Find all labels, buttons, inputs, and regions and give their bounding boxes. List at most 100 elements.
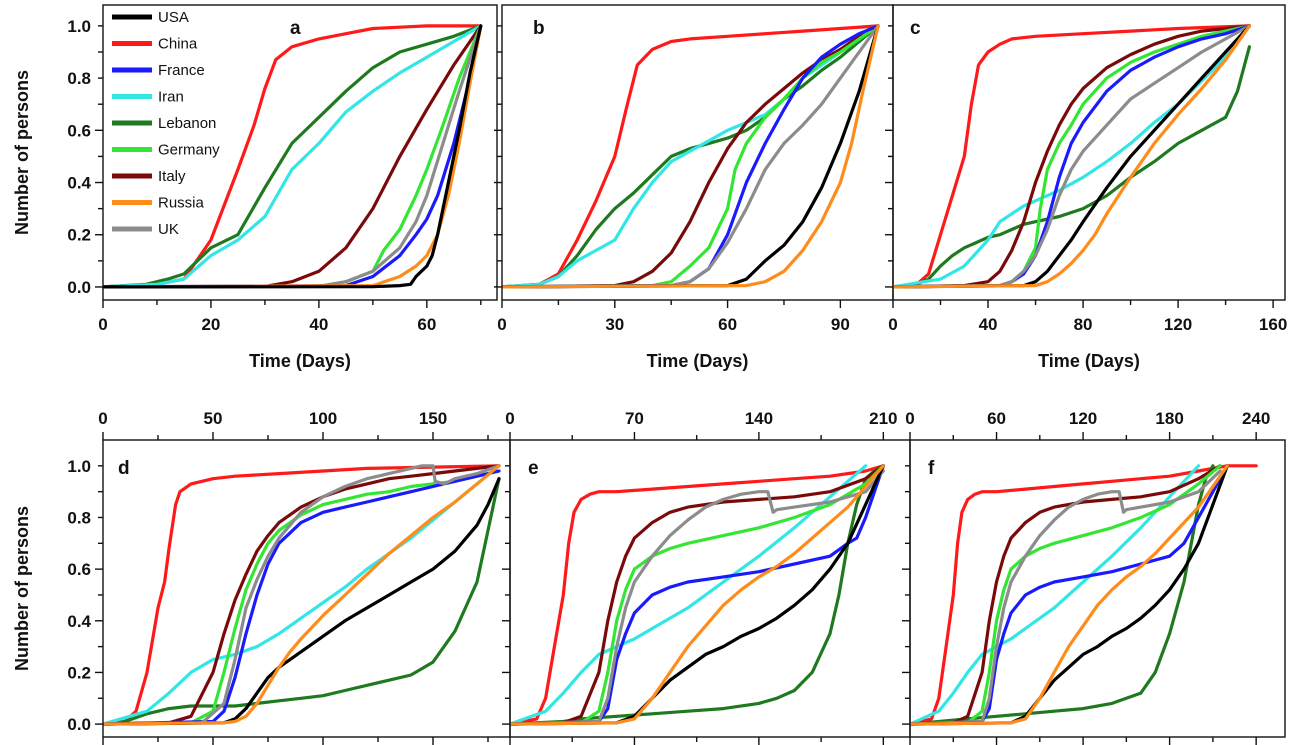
legend-label-italy: Italy xyxy=(158,168,186,185)
series-line-usa xyxy=(502,24,880,289)
legend: USA China France Iran Lebanon Germany Italy Rus… xyxy=(112,9,220,238)
panel-b: 0 30 60 90 Time (Days) b xyxy=(494,4,894,371)
x-tick-label: 60 xyxy=(987,409,1006,428)
series-line-russia xyxy=(910,464,1229,726)
panel-e: 0 70 140 210 e xyxy=(502,409,911,745)
series-line-germany xyxy=(103,469,501,726)
panel-letter: e xyxy=(528,458,539,479)
y-axis-title: Number of persons xyxy=(12,506,32,671)
x-tick-label: 210 xyxy=(869,409,897,428)
series-line-uk xyxy=(103,464,501,726)
series-line-uk xyxy=(910,469,1222,726)
series-line-lebanon xyxy=(910,464,1215,726)
series-line-iran xyxy=(910,464,1201,726)
y-tick-label: 0.4 xyxy=(67,612,91,631)
series-line-china xyxy=(910,464,1258,726)
series-line-lebanon xyxy=(103,24,483,289)
x-tick-label: 60 xyxy=(417,315,436,334)
x-tick-label: 150 xyxy=(419,409,447,428)
series-line-france xyxy=(893,24,1252,289)
series-line-russia xyxy=(893,24,1252,289)
series-line-russia xyxy=(502,24,880,289)
series-line-italy xyxy=(502,24,880,289)
series-line-china xyxy=(893,24,1252,289)
panel-d: 0 50 100 150 0.0 0.2 0.4 0.6 0.8 1.0 Number of per… xyxy=(12,409,511,745)
series-line-iran xyxy=(103,464,501,726)
x-tick-label: 120 xyxy=(1164,315,1192,334)
series-line-germany xyxy=(893,24,1252,289)
x-tick-label: 30 xyxy=(605,315,624,334)
y-tick-label: 0.4 xyxy=(67,174,91,193)
series-line-uk xyxy=(893,24,1252,289)
legend-label-germany: Germany xyxy=(158,142,220,159)
series-line-usa xyxy=(893,24,1252,289)
series-line-france xyxy=(103,469,501,726)
series-line-germany xyxy=(910,464,1222,726)
plot-frame xyxy=(892,4,1286,301)
x-tick-label: 120 xyxy=(1069,409,1097,428)
x-tick-label: 80 xyxy=(1074,315,1093,334)
series-line-france xyxy=(510,464,885,726)
series-group xyxy=(910,464,1258,726)
x-axis-title: Time (Days) xyxy=(1038,351,1140,371)
y-axis-title: Number of persons xyxy=(12,70,32,235)
series-group xyxy=(502,24,880,289)
x-tick-label: 100 xyxy=(309,409,337,428)
panel-letter: d xyxy=(118,458,130,479)
plot-frame xyxy=(102,4,498,301)
series-line-iran xyxy=(502,24,880,289)
y-tick-label: 0.8 xyxy=(67,508,91,527)
panel-letter: f xyxy=(928,458,935,479)
series-line-france xyxy=(910,464,1229,726)
x-tick-label: 90 xyxy=(831,315,850,334)
panel-letter: a xyxy=(290,18,301,39)
legend-label-usa: USA xyxy=(158,9,189,26)
panel-a: 0 20 40 60 0.0 0.2 0.4 0.6 0.8 1.0 Time (Days) Numb… xyxy=(12,4,498,371)
x-tick-label: 0 xyxy=(888,315,897,334)
x-tick-label: 0 xyxy=(98,315,107,334)
x-tick-label: 70 xyxy=(625,409,644,428)
series-line-lebanon xyxy=(893,45,1252,289)
series-line-italy xyxy=(893,24,1252,289)
panel-letter: b xyxy=(533,18,545,39)
series-line-usa xyxy=(103,24,483,289)
y-tick-label: 0.2 xyxy=(67,663,91,682)
series-line-germany xyxy=(510,464,885,726)
y-tick-label: 1.0 xyxy=(67,17,91,36)
plot-frame xyxy=(909,439,1286,738)
series-line-italy xyxy=(910,464,1222,726)
legend-label-russia: Russia xyxy=(158,195,205,212)
legend-label-lebanon: Lebanon xyxy=(158,115,216,132)
y-tick-label: 1.0 xyxy=(67,457,91,476)
panel-f: 0 60 120 180 240 f xyxy=(902,409,1286,745)
series-line-china xyxy=(103,464,501,726)
x-tick-label: 0 xyxy=(98,409,107,428)
series-line-russia xyxy=(510,464,885,726)
series-line-uk xyxy=(502,24,880,289)
x-tick-label: 0 xyxy=(905,409,914,428)
series-line-italy xyxy=(103,464,501,726)
series-line-russia xyxy=(103,464,501,726)
series-line-lebanon xyxy=(103,477,501,726)
legend-label-france: France xyxy=(158,62,205,79)
x-tick-label: 160 xyxy=(1259,315,1287,334)
series-group xyxy=(103,464,501,726)
x-tick-label: 240 xyxy=(1242,409,1270,428)
x-tick-label: 40 xyxy=(309,315,328,334)
x-tick-label: 140 xyxy=(745,409,773,428)
x-tick-label: 0 xyxy=(505,409,514,428)
panel-letter: c xyxy=(910,18,921,39)
series-line-iran xyxy=(510,464,868,726)
x-tick-label: 40 xyxy=(979,315,998,334)
y-tick-label: 0.6 xyxy=(67,121,91,140)
series-line-germany xyxy=(502,24,880,289)
series-line-usa xyxy=(103,477,501,726)
y-tick-label: 0.6 xyxy=(67,560,91,579)
y-tick-label: 0.0 xyxy=(67,278,91,297)
x-tick-label: 20 xyxy=(201,315,220,334)
y-tick-label: 0.8 xyxy=(67,69,91,88)
x-tick-label: 60 xyxy=(718,315,737,334)
series-line-uk xyxy=(510,469,885,726)
series-group xyxy=(103,24,483,289)
